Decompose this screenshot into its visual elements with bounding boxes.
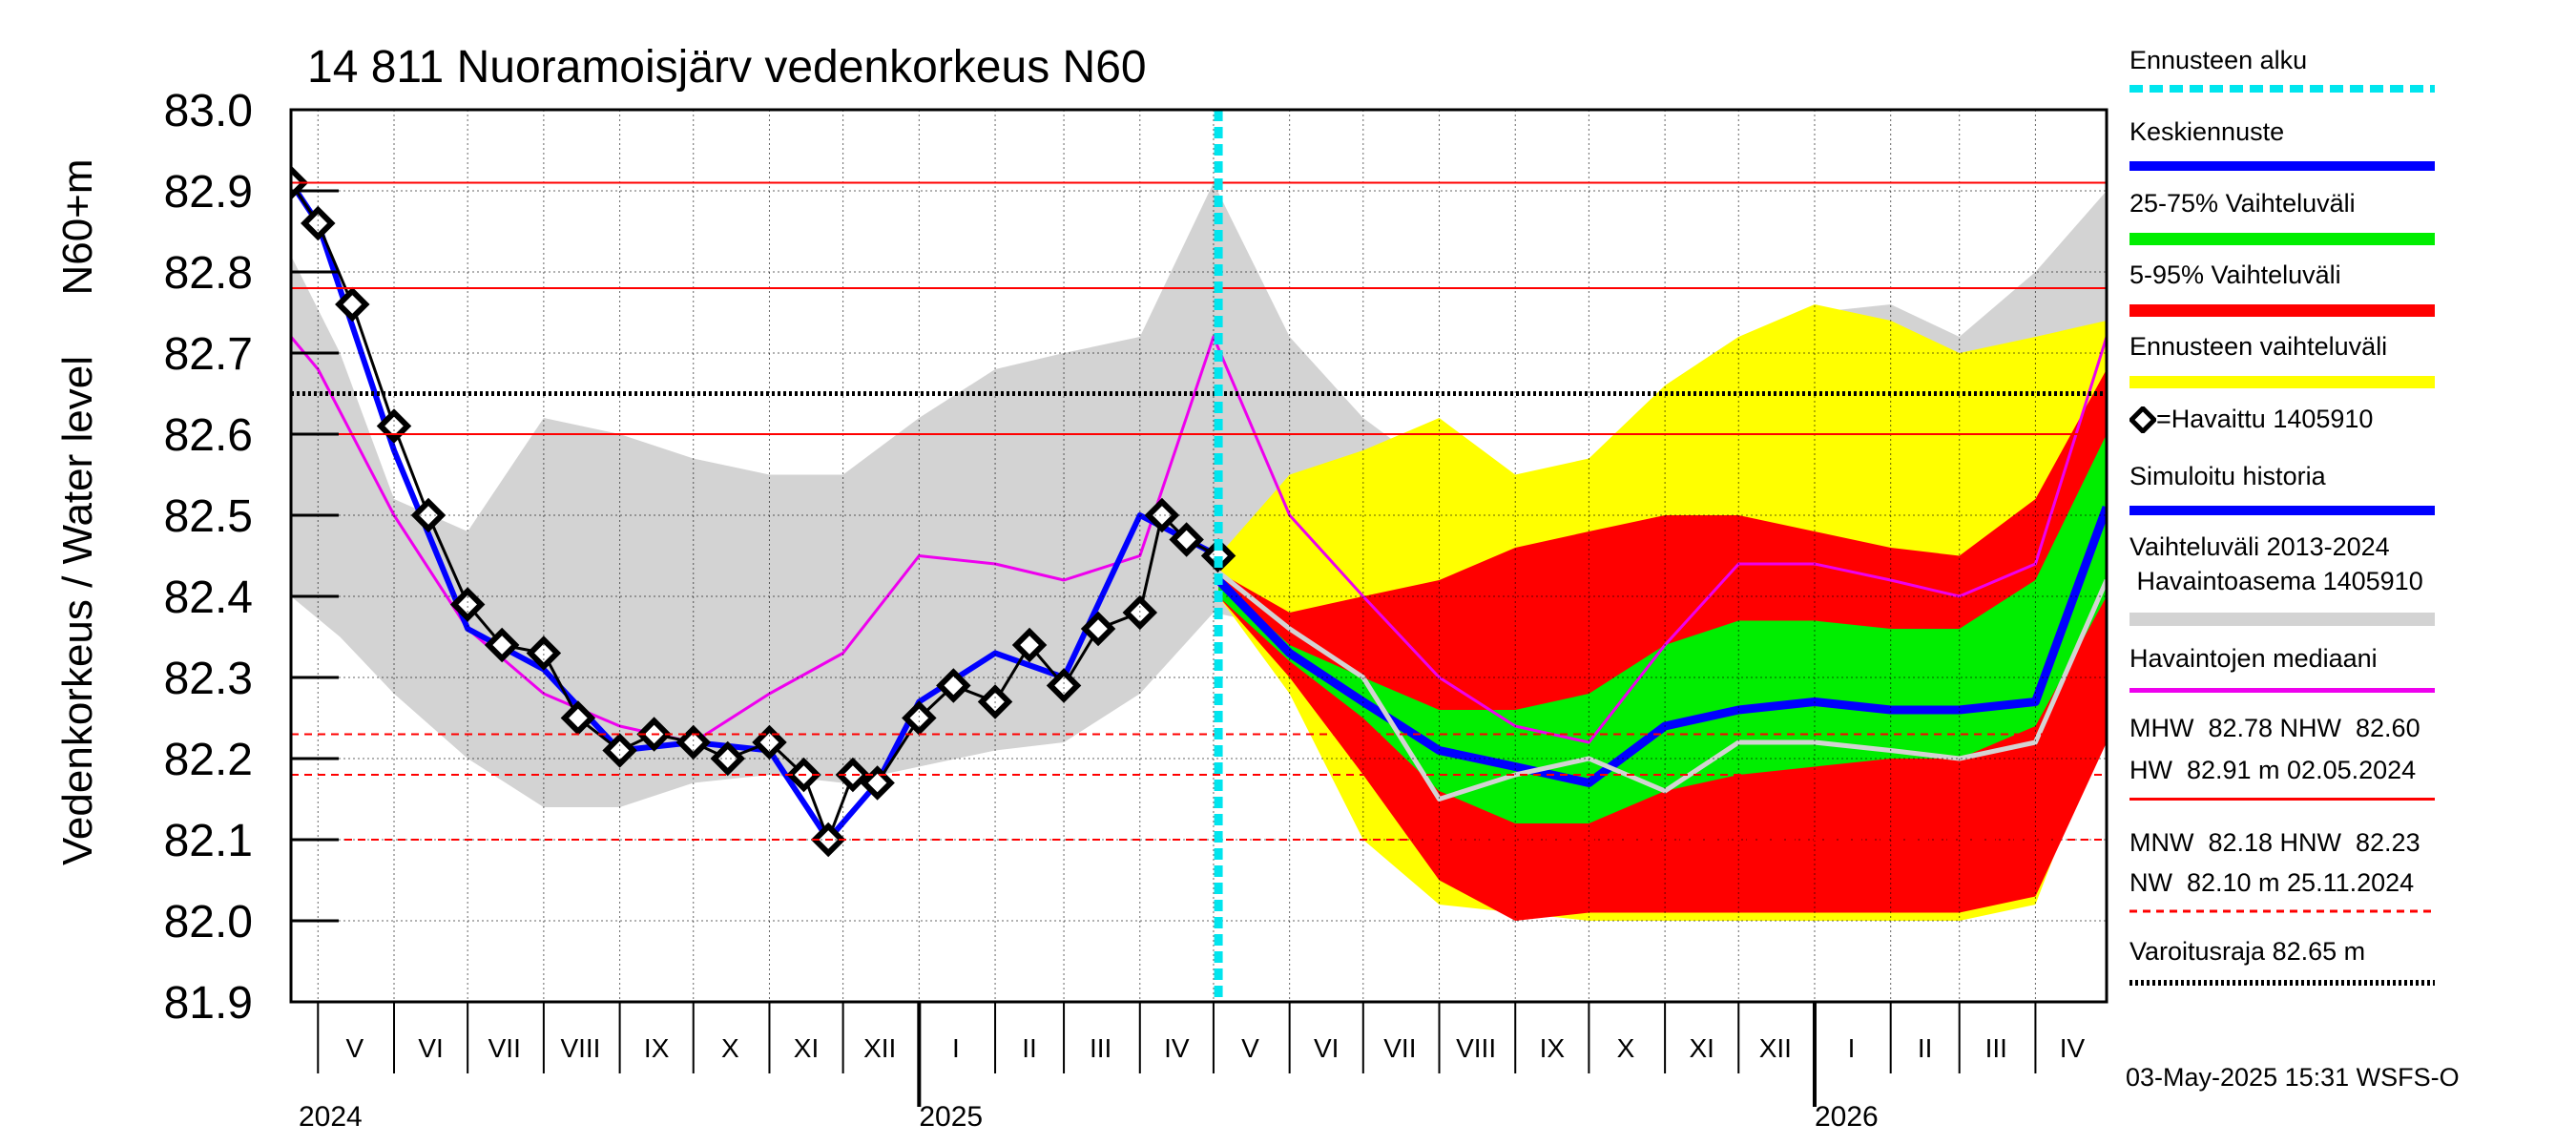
legend-median-label: Havaintojen mediaani — [2129, 644, 2378, 673]
observed-marker — [1011, 627, 1048, 663]
y-axis-unit-label: N60+m — [54, 158, 101, 295]
x-month-label: XI — [794, 1033, 819, 1063]
x-year-label: 2025 — [919, 1101, 983, 1133]
chart-title: 14 811 Nuoramoisjärv vedenkorkeus N60 — [307, 42, 1147, 93]
observed-marker — [936, 668, 971, 703]
legend-stats-low-swatch — [2129, 909, 2435, 913]
legend-forecast-range-label: Ennusteen vaihteluväli — [2129, 332, 2388, 361]
legend: Ennusteen alku Keskiennuste 25-75% Vaiht… — [2129, 0, 2576, 1145]
y-tick-label: 82.2 — [164, 735, 253, 785]
legend-mean-forecast-swatch — [2129, 161, 2435, 171]
observed-marker — [710, 740, 745, 777]
legend-mean-forecast-label: Keskiennuste — [2129, 117, 2285, 146]
legend-observed-label: =Havaittu 1405910 — [2156, 405, 2374, 433]
y-tick-label: 82.1 — [164, 816, 253, 866]
observed-marker — [1169, 522, 1204, 557]
legend-range-label-2: Havaintoasema 1405910 — [2129, 567, 2423, 595]
x-month-label: X — [721, 1033, 739, 1063]
legend-median-swatch — [2129, 688, 2435, 693]
legend-band-25-75-label: 25-75% Vaihteluväli — [2129, 189, 2356, 218]
x-year-label: 2026 — [1815, 1101, 1879, 1133]
observed-marker — [1200, 538, 1236, 573]
y-tick-label: 81.9 — [164, 978, 253, 1029]
legend-forecast-start-label: Ennusteen alku — [2129, 46, 2308, 74]
x-month-label: VI — [418, 1033, 443, 1063]
observed-marker — [301, 205, 336, 241]
x-month-label: V — [346, 1033, 364, 1063]
observed-marker — [860, 765, 895, 801]
y-tick-label: 82.4 — [164, 572, 253, 623]
y-axis-label: Vedenkorkeus / Water level — [54, 356, 101, 865]
x-month-label: VII — [488, 1033, 521, 1063]
x-month-label: I — [1848, 1033, 1856, 1063]
observed-marker — [484, 627, 520, 663]
observed-marker — [449, 587, 486, 622]
legend-simulated-swatch — [2129, 506, 2435, 515]
legend-simulated-label: Simuloitu historia — [2129, 462, 2326, 490]
y-tick-label: 82.9 — [164, 167, 253, 218]
observed-marker — [410, 497, 447, 533]
x-month-label: IX — [644, 1033, 670, 1063]
legend-band-5-95-swatch — [2129, 304, 2435, 317]
x-month-label: IV — [1164, 1033, 1190, 1063]
x-month-label: VIII — [560, 1033, 600, 1063]
series-3-band — [1218, 434, 2107, 823]
x-year-label: 2024 — [299, 1101, 363, 1133]
legend-stats-low-2: NW 82.10 m 25.11.2024 — [2129, 868, 2415, 897]
legend-range-label-1: Vaihteluväli 2013-2024 — [2129, 532, 2390, 561]
x-month-label: II — [1022, 1033, 1037, 1063]
y-tick-label: 82.7 — [164, 329, 253, 380]
diamond-icon — [2129, 406, 2156, 433]
y-tick-label: 83.0 — [164, 86, 253, 136]
legend-warning-swatch — [2129, 980, 2435, 986]
plot-layer — [291, 165, 2107, 921]
y-tick-label: 82.3 — [164, 654, 253, 704]
observed-marker — [526, 635, 562, 671]
chart: 81.9 82.0 82.1 82.2 82.3 82.4 82.5 82.6 82.7 82.8… — [54, 42, 2109, 1133]
x-month-label: IV — [2060, 1033, 2086, 1063]
x-month-label: XI — [1689, 1033, 1714, 1063]
y-tick-label: 82.6 — [164, 410, 253, 461]
legend-forecast-range-swatch — [2129, 376, 2435, 388]
x-month-label: X — [1617, 1033, 1635, 1063]
legend-warning-label: Varoitusraja 82.65 m — [2129, 937, 2366, 966]
x-month-label: XII — [863, 1033, 896, 1063]
series-4-line — [291, 335, 2107, 744]
x-month-label: XII — [1759, 1033, 1792, 1063]
x-month-label: VI — [1314, 1033, 1339, 1063]
legend-range-swatch — [2129, 613, 2435, 626]
legend-stats-high-swatch — [2129, 798, 2435, 801]
observed-marker — [1046, 668, 1082, 703]
observed-marker — [1144, 497, 1180, 533]
x-month-label: V — [1241, 1033, 1259, 1063]
legend-stats-high-2: HW 82.91 m 02.05.2024 — [2129, 756, 2417, 784]
observed-marker — [335, 286, 370, 323]
legend-band-25-75-swatch — [2129, 233, 2435, 245]
x-month-label: VII — [1383, 1033, 1416, 1063]
legend-stats-high-1: MHW 82.78 NHW 82.60 — [2129, 714, 2420, 742]
x-month-label: VIII — [1456, 1033, 1496, 1063]
observed-marker — [1080, 611, 1116, 647]
legend-stats-low-1: MNW 82.18 HNW 82.23 — [2129, 828, 2420, 857]
y-tick-label: 82.5 — [164, 491, 253, 542]
series-6-line — [291, 181, 1219, 844]
x-month-label: IX — [1540, 1033, 1566, 1063]
x-month-label: II — [1918, 1033, 1933, 1063]
x-month-label: I — [952, 1033, 960, 1063]
observed-marker — [560, 700, 596, 736]
timestamp-footer: 03-May-2025 15:31 WSFS-O — [2126, 1063, 2460, 1092]
x-month-label: III — [1985, 1033, 2007, 1063]
x-month-label: III — [1090, 1033, 1111, 1063]
y-tick-label: 82.0 — [164, 897, 253, 947]
legend-band-5-95-label: 5-95% Vaihteluväli — [2129, 260, 2341, 289]
plot-frame — [289, 108, 2109, 1004]
legend-forecast-start-swatch — [2129, 85, 2435, 93]
y-tick-label: 82.8 — [164, 248, 253, 299]
